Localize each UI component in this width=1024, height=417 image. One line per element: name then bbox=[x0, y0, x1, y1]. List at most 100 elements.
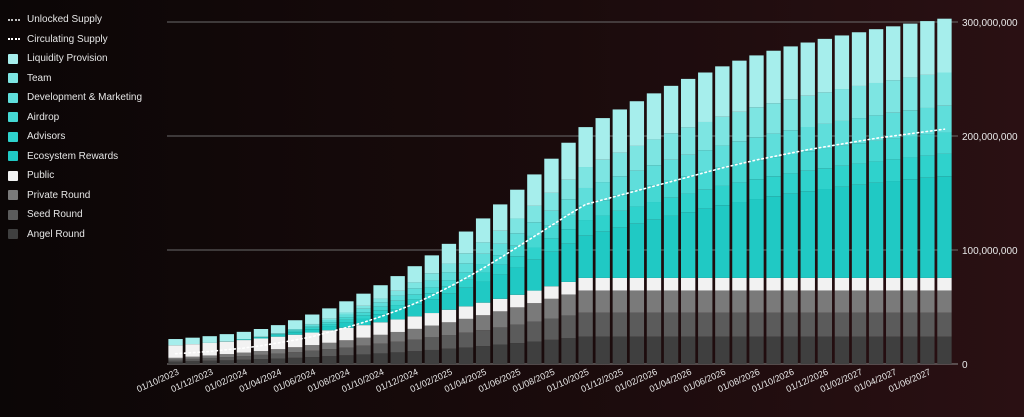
bar-segment-development-and-marketing bbox=[561, 199, 576, 216]
legend-item-circulating-supply[interactable]: Circulating Supply bbox=[8, 30, 142, 50]
bar-segment-development-and-marketing bbox=[390, 295, 405, 301]
bar-segment-public bbox=[527, 290, 542, 304]
bar-segment-angel-round bbox=[185, 361, 200, 364]
bar-segment-team bbox=[612, 152, 627, 177]
bar-segment-liquidity-provision bbox=[253, 329, 269, 337]
bar-segment-ecosystem-rewards bbox=[356, 318, 371, 326]
bar-segment-angel-round bbox=[390, 352, 405, 364]
bar-segment-development-and-marketing bbox=[629, 170, 645, 191]
bar-segment-advisors bbox=[561, 229, 576, 244]
bar-segment-public bbox=[493, 298, 508, 312]
bar-segment-ecosystem-rewards bbox=[749, 199, 764, 278]
bar-segment-private-round bbox=[663, 290, 679, 313]
bar-segment-liquidity-provision bbox=[458, 231, 474, 254]
bar-segment-public bbox=[851, 277, 867, 291]
legend-label: Development & Marketing bbox=[27, 92, 143, 104]
bar-segment-angel-round bbox=[373, 353, 388, 364]
bar-segment-seed-round bbox=[373, 343, 388, 354]
bar-segment-angel-round bbox=[886, 336, 901, 364]
legend-item-advisors[interactable]: Advisors bbox=[8, 127, 142, 147]
bar-segment-liquidity-provision bbox=[937, 18, 952, 73]
bar-segment-angel-round bbox=[749, 336, 764, 364]
bar-segment-development-and-marketing bbox=[373, 302, 388, 307]
bar-segment-airdrop bbox=[407, 294, 422, 300]
bar-segment-development-and-marketing bbox=[527, 222, 542, 236]
bar-segment-seed-round bbox=[510, 324, 525, 344]
bar-segment-airdrop bbox=[287, 330, 303, 332]
bar-segment-team bbox=[886, 80, 901, 113]
legend-color-swatch bbox=[8, 112, 18, 123]
bar-segment-angel-round bbox=[356, 354, 371, 364]
bar-segment-angel-round bbox=[783, 336, 798, 364]
bar-segment-angel-round bbox=[168, 361, 183, 364]
legend-item-seed-round[interactable]: Seed Round bbox=[8, 205, 142, 225]
legend-item-private-round[interactable]: Private Round bbox=[8, 186, 142, 206]
bar-segment-private-round bbox=[749, 290, 764, 313]
legend-item-angel-round[interactable]: Angel Round bbox=[8, 225, 142, 245]
bar-segment-private-round bbox=[168, 357, 183, 360]
legend-item-liquidity-provision[interactable]: Liquidity Provision bbox=[8, 49, 142, 69]
bar-segment-public bbox=[937, 277, 952, 291]
bar-segment-private-round bbox=[407, 328, 422, 340]
bar-segment-advisors bbox=[800, 170, 815, 192]
bar-segment-ecosystem-rewards bbox=[920, 177, 935, 278]
legend-item-development-and-marketing[interactable]: Development & Marketing bbox=[8, 88, 142, 108]
bar-segment-liquidity-provision bbox=[578, 127, 593, 168]
bar-segment-development-and-marketing bbox=[458, 263, 474, 273]
bar-segment-ecosystem-rewards bbox=[441, 293, 457, 310]
bar-segment-advisors bbox=[339, 319, 354, 323]
bar-segment-angel-round bbox=[527, 341, 542, 364]
legend-item-team[interactable]: Team bbox=[8, 69, 142, 89]
bar-segment-public bbox=[595, 277, 610, 291]
bar-segment-ecosystem-rewards bbox=[390, 309, 405, 320]
bar-segment-team bbox=[903, 77, 918, 111]
bar-segment-angel-round bbox=[834, 336, 850, 364]
bar-segment-seed-round bbox=[749, 312, 764, 337]
bar-segment-private-round bbox=[219, 354, 234, 358]
bar-segment-angel-round bbox=[236, 359, 252, 364]
bar-segment-ecosystem-rewards bbox=[253, 337, 269, 339]
bar-segment-airdrop bbox=[663, 180, 679, 198]
bar-segment-seed-round bbox=[185, 358, 200, 362]
bar-segment-ecosystem-rewards bbox=[339, 322, 354, 328]
bar-segment-liquidity-provision bbox=[629, 101, 645, 146]
bar-segment-liquidity-provision bbox=[185, 337, 200, 345]
bar-segment-angel-round bbox=[270, 358, 286, 364]
bar-segment-airdrop bbox=[424, 287, 440, 294]
bar-segment-angel-round bbox=[424, 349, 440, 364]
bar-segment-ecosystem-rewards bbox=[680, 212, 696, 278]
legend-item-ecosystem-rewards[interactable]: Ecosystem Rewards bbox=[8, 147, 142, 167]
bar-segment-ecosystem-rewards bbox=[834, 186, 850, 278]
legend-line-swatch bbox=[8, 18, 20, 21]
bar-segment-airdrop bbox=[749, 160, 764, 180]
bar-segment-seed-round bbox=[834, 312, 850, 337]
bar-segment-public bbox=[219, 341, 234, 355]
bar-segment-ecosystem-rewards bbox=[766, 196, 781, 278]
bar-segment-private-round bbox=[595, 290, 610, 313]
bar-segment-public bbox=[663, 277, 679, 291]
legend-item-unlocked-supply[interactable]: Unlocked Supply bbox=[8, 10, 142, 30]
legend-item-airdrop[interactable]: Airdrop bbox=[8, 108, 142, 128]
bar-segment-advisors bbox=[903, 157, 918, 180]
bar-segment-advisors bbox=[407, 299, 422, 305]
legend-item-public[interactable]: Public bbox=[8, 166, 142, 186]
bar-segment-ecosystem-rewards bbox=[937, 176, 952, 278]
bar-segment-private-round bbox=[578, 290, 593, 313]
bar-segment-airdrop bbox=[698, 171, 713, 190]
bar-segment-liquidity-provision bbox=[680, 78, 696, 128]
bar-segment-airdrop bbox=[458, 272, 474, 280]
bar-segment-ecosystem-rewards bbox=[612, 227, 627, 278]
y-tick-label: 100,000,000 bbox=[962, 246, 1018, 257]
line-circulating-supply bbox=[174, 128, 946, 355]
bar-segment-airdrop bbox=[578, 205, 593, 221]
bar-segment-public bbox=[903, 277, 918, 291]
bar-segment-liquidity-provision bbox=[339, 301, 354, 313]
bar-segment-advisors bbox=[920, 155, 935, 178]
legend-label: Liquidity Provision bbox=[27, 53, 108, 65]
bar-segment-liquidity-provision bbox=[817, 38, 833, 93]
bar-segment-liquidity-provision bbox=[441, 243, 457, 264]
bar-segment-private-round bbox=[851, 290, 867, 313]
bar-segment-liquidity-provision bbox=[561, 142, 576, 180]
bar-segment-angel-round bbox=[937, 336, 952, 364]
bar-segment-team bbox=[424, 273, 440, 281]
